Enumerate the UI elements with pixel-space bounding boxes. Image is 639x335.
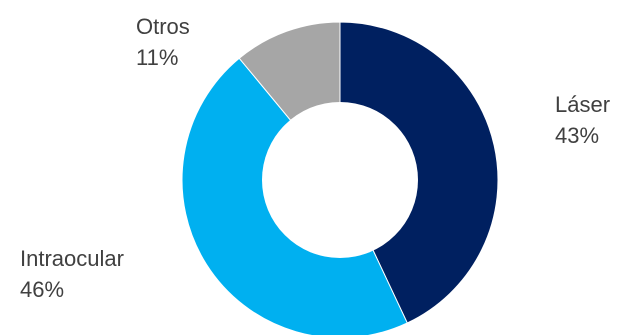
- slice-value-intraocular: 46%: [20, 277, 64, 302]
- slice-label-laser: Láser: [555, 92, 610, 117]
- slice-value-otros: 11%: [136, 45, 178, 70]
- slice-value-laser: 43%: [555, 123, 599, 148]
- slice-label-otros: Otros: [136, 14, 190, 39]
- donut-hole: [262, 102, 418, 258]
- slice-laser: [339, 21, 499, 324]
- donut-slices: [181, 21, 499, 335]
- slice-label-intraocular: Intraocular: [20, 246, 124, 271]
